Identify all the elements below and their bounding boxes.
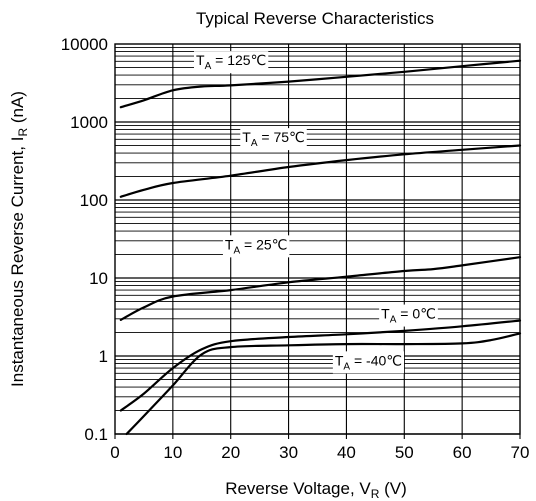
- series-label-background: [379, 304, 438, 327]
- series-label-2: TA = 25℃: [225, 236, 287, 256]
- series-label-subscript: A: [205, 61, 212, 72]
- x-tick-label: 20: [221, 443, 240, 462]
- y-tick-label: 100: [80, 191, 108, 210]
- series-label-symbol: T: [242, 129, 251, 145]
- axis-ticks: 0.1 1 10 100 1000 10000 0 10 20 30 40 50 60 70: [61, 35, 530, 462]
- y-axis-label-sub: R: [16, 128, 30, 137]
- series-label-subscript: A: [343, 361, 350, 372]
- x-axis-label-sub: R: [371, 487, 380, 501]
- series-line-3: [119, 319, 522, 412]
- x-axis-label-unit: (V): [379, 479, 406, 498]
- series-line-4: [125, 332, 522, 436]
- series-label-value: = 75℃: [258, 129, 305, 145]
- plot-frame: [114, 43, 521, 435]
- series-line-0: [119, 59, 522, 109]
- series-label-background: [222, 235, 290, 258]
- series-label-0: TA = 125℃: [196, 52, 266, 72]
- chart-title: Typical Reverse Characteristics: [196, 9, 434, 28]
- series-label-subscript: A: [251, 138, 258, 149]
- y-tick-label: 10000: [61, 35, 108, 54]
- x-tick-label: 70: [511, 443, 530, 462]
- series-label-background: [332, 351, 405, 374]
- series-label-symbol: T: [335, 352, 344, 368]
- x-axis-label: Reverse Voltage, VR (V): [225, 479, 407, 501]
- x-tick-label: 60: [453, 443, 472, 462]
- x-tick-label: 50: [395, 443, 414, 462]
- y-tick-label: 1000: [70, 113, 108, 132]
- series-label-value: = 125℃: [211, 52, 266, 68]
- series-labels: TA = 125℃TA = 75℃TA = 25℃TA = 0℃TA = -40…: [194, 51, 438, 374]
- x-tick-label: 0: [110, 443, 119, 462]
- series-label-background: [240, 128, 307, 151]
- series-label-background: [194, 51, 269, 74]
- series-label-subscript: A: [233, 245, 240, 256]
- series-label-subscript: A: [390, 315, 397, 326]
- x-axis-label-main: Reverse Voltage, V: [225, 479, 371, 498]
- y-tick-label: 10: [89, 269, 108, 288]
- series-line-2: [119, 256, 522, 321]
- y-axis-label: Instantaneous Reverse Current, IR (nA): [8, 91, 30, 387]
- y-axis-label-unit: (nA): [8, 91, 27, 128]
- y-tick-label: 1: [99, 347, 108, 366]
- y-axis-label-main: Instantaneous Reverse Current, I: [8, 137, 27, 387]
- series-label-value: = 0℃: [396, 306, 435, 322]
- series-label-1: TA = 75℃: [242, 129, 304, 149]
- series-line-1: [119, 144, 522, 198]
- series-lines: [119, 59, 522, 436]
- series-label-symbol: T: [196, 52, 205, 68]
- series-label-symbol: T: [381, 306, 390, 322]
- series-label-value: = -40℃: [350, 352, 402, 368]
- x-tick-label: 40: [337, 443, 356, 462]
- series-label-4: TA = -40℃: [335, 352, 402, 372]
- series-label-value: = 25℃: [240, 236, 287, 252]
- series-label-symbol: T: [225, 236, 234, 252]
- y-tick-label: 0.1: [84, 425, 108, 444]
- x-tick-label: 30: [279, 443, 298, 462]
- series-label-3: TA = 0℃: [381, 306, 436, 326]
- x-tick-label: 10: [163, 443, 182, 462]
